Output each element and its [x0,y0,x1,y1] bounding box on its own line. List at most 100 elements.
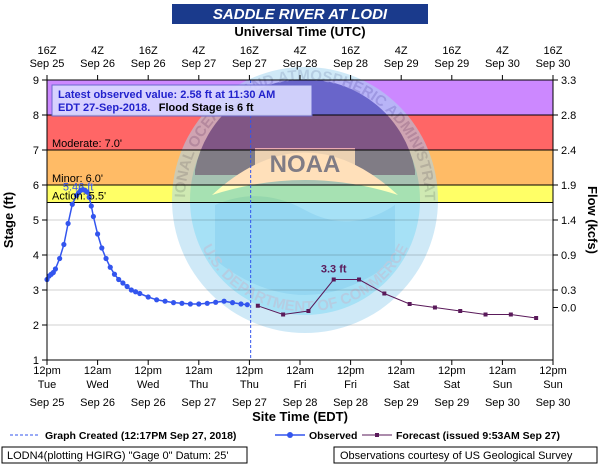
top-tick-label-date: Sep 30 [485,58,520,70]
bottom-tick-label-date: Sep 27 [232,397,267,409]
bottom-tick-label-day: Wed [137,379,159,391]
bottom-tick-label-day: Wed [86,379,108,391]
forecast-point [281,312,286,317]
forecast-point [458,309,463,313]
bottom-axis-ticks: 12pm Tue Sep 25 12am Wed Sep 26 12pm Wed Sep 26 1… [30,360,571,409]
right-tick-label: 2.4 [561,145,576,157]
top-tick-label-date: Sep 25 [30,58,65,70]
top-tick-label-time: 16Z [442,45,461,57]
legend-forecast-label: Forecast (issued 9:53AM Sep 27) [396,430,560,442]
legend-forecast-marker [375,433,379,437]
observed-point [196,301,202,307]
top-tick-label-time: 16Z [240,45,259,57]
observed-point [111,271,118,277]
band-label-action: Action: 5.5' [52,191,106,203]
observed-point [61,241,67,248]
left-tick-label: 5 [33,215,39,227]
left-axis-title: Stage (ft) [1,192,16,248]
top-tick-label-date: Sep 27 [232,58,267,70]
bottom-tick-label-day: Sun [543,379,563,391]
observed-point [204,300,210,306]
forecast-point [382,291,387,296]
bottom-tick-label-day: Tue [38,379,57,391]
bottom-tick-label-date: Sep 30 [536,397,571,409]
left-tick-label: 2 [33,320,39,332]
observed-point [221,298,227,304]
bottom-tick-label-time: 12pm [539,365,567,377]
footer-credit-text: Observations courtesy of US Geological S… [340,450,573,462]
top-tick-label-time: 16Z [341,45,360,57]
top-tick-label-date: Sep 28 [333,58,368,70]
left-tick-label: 1 [33,355,39,367]
legend-observed-marker [287,432,293,438]
forecast-crest-label: 3.3 ft [321,264,347,276]
left-tick-label: 9 [33,75,39,87]
left-tick-label: 7 [33,145,39,157]
right-tick-label: 0.9 [561,250,576,262]
top-tick-label-time: 4Z [496,45,509,57]
observed-point [99,245,105,251]
right-tick-label: 1.9 [561,180,576,192]
bottom-tick-label-time: 12pm [33,365,61,377]
top-tick-label-time: 4Z [395,45,408,57]
bottom-tick-label-time: 12pm [134,365,162,377]
forecast-point [255,303,260,308]
latest-observation-box: Latest observed value: 2.58 ft at 11:30 … [51,84,313,117]
bottom-tick-label-day: Sat [444,379,461,391]
bottom-tick-label-day: Fri [294,379,307,391]
observed-point [116,276,122,283]
right-axis-title: Flow (kcfs) [585,186,600,254]
top-tick-label-time: 16Z [38,45,57,57]
bottom-tick-label-date: Sep 30 [485,397,520,409]
bottom-tick-label-time: 12am [84,365,112,377]
observed-point [88,203,94,209]
observed-point [179,300,185,306]
footer-left-box: LODN4(plotting HGIRG) "Gage 0" Datum: 25… [1,446,248,464]
bottom-tick-label-time: 12am [489,365,517,377]
left-tick-label: 4 [33,250,39,262]
forecast-series: 3.3 ft [255,264,539,320]
right-tick-label: 0.3 [561,285,576,297]
forecast-point [357,277,362,282]
bottom-tick-label-time: 12am [185,365,213,377]
observed-point [154,297,160,303]
legend: Graph Created (12:17PM Sep 27, 2018) Obs… [10,430,560,442]
observed-series: 5.46 ft [44,182,250,308]
forecast-point [407,302,412,306]
observed-point [90,213,96,220]
bottom-tick-label-day: Sun [493,379,513,391]
top-tick-label-time: 16Z [544,45,563,57]
left-tick-label: 3 [33,285,39,297]
top-tick-label-date: Sep 26 [80,58,115,70]
right-tick-label: 2.8 [561,110,576,122]
left-axis-ticks: 1 2 3 4 5 6 7 8 9 [33,75,47,367]
observed-point [120,280,126,286]
forecast-point [508,312,513,317]
right-axis-ticks: 0.0 0.3 0.9 1.4 1.9 2.4 2.8 3.3 [553,75,576,315]
band-label-minor: Minor: 6.0' [52,173,103,185]
observed-point [229,300,236,306]
bottom-tick-label-date: Sep 28 [333,397,368,409]
left-tick-label: 8 [33,110,39,122]
footer-right-box: Observations courtesy of US Geological S… [333,446,598,464]
observed-point [145,294,151,300]
bottom-tick-label-time: 12pm [438,365,466,377]
top-axis-title: Universal Time (UTC) [234,24,365,39]
top-tick-label-date: Sep 26 [131,58,166,70]
observed-point [65,220,71,227]
title-bar [172,4,428,24]
bottom-tick-label-date: Sep 29 [384,397,419,409]
forecast-point [331,277,336,282]
bottom-tick-label-date: Sep 26 [131,397,166,409]
top-tick-label-date: Sep 30 [536,58,571,70]
bottom-tick-label-date: Sep 29 [434,397,469,409]
observed-point [57,255,63,262]
left-tick-label: 6 [33,180,39,192]
forecast-point [432,305,437,310]
bottom-tick-label-day: Fri [344,379,357,391]
observed-peak-label: 5.46 ft [63,182,94,194]
bottom-tick-label-time: 12am [387,365,415,377]
observed-point [128,287,134,293]
observed-point [52,266,59,272]
